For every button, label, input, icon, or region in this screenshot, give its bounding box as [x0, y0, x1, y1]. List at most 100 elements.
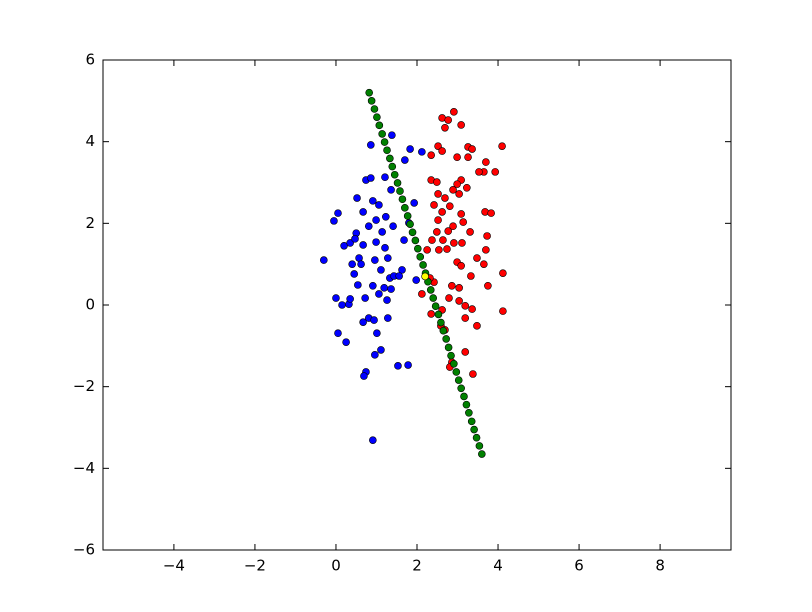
scatter-point	[457, 121, 465, 129]
scatter-point	[375, 290, 383, 298]
scatter-point	[463, 184, 471, 192]
scatter-point	[455, 284, 463, 292]
scatter-point	[427, 151, 435, 159]
scatter-point	[461, 314, 470, 322]
scatter-point	[444, 116, 452, 124]
scatter-point	[401, 204, 409, 212]
scatter-point	[398, 195, 407, 204]
scatter-point	[381, 173, 389, 181]
scatter-point	[332, 294, 340, 302]
scatter-point	[475, 442, 484, 450]
scatter-point	[448, 282, 456, 290]
scatter-point	[461, 302, 470, 310]
scatter-point	[429, 294, 438, 302]
scatter-point	[438, 208, 446, 216]
x-tick-label: 2	[412, 557, 422, 575]
scatter-point	[348, 260, 356, 268]
scatter-point	[423, 246, 431, 254]
x-tick-label: −4	[163, 557, 185, 575]
scatter-point	[406, 220, 414, 228]
scatter-point	[439, 236, 447, 244]
scatter-point	[450, 108, 458, 116]
scatter-point	[373, 113, 381, 121]
scatter-point	[346, 239, 354, 247]
scatter-point	[387, 285, 395, 293]
scatter-point	[468, 305, 476, 313]
scatter-point	[370, 105, 379, 113]
scatter-point	[394, 362, 402, 370]
scatter-point	[357, 260, 365, 268]
scatter-point	[468, 145, 476, 153]
scatter-point	[369, 436, 377, 444]
scatter-point	[433, 228, 441, 236]
scatter-point	[330, 217, 338, 225]
scatter-point	[470, 425, 478, 434]
scatter-point	[459, 218, 467, 226]
scatter-point	[441, 123, 449, 132]
scatter-point	[466, 228, 474, 236]
scatter-point	[384, 314, 392, 322]
scatter-point	[458, 239, 466, 247]
y-tick-label: −2	[73, 377, 95, 395]
scatter-point	[481, 208, 489, 216]
x-tick-label: 8	[655, 557, 665, 575]
scatter-point	[444, 227, 452, 235]
scatter-point	[428, 236, 436, 244]
scatter-point	[438, 147, 446, 155]
scatter-point	[371, 256, 379, 264]
scatter-point	[462, 400, 471, 409]
scatter-point	[360, 372, 368, 380]
scatter-point	[434, 216, 442, 224]
scatter-point	[498, 142, 506, 150]
scatter-point	[484, 282, 492, 290]
scatter-point	[457, 261, 465, 270]
scatter-point	[388, 162, 397, 171]
y-tick-label: −6	[73, 541, 95, 559]
x-tick-label: 6	[574, 557, 584, 575]
scatter-point	[342, 338, 350, 346]
y-tick-label: 2	[85, 214, 95, 232]
scatter-point	[446, 202, 454, 210]
scatter-point	[359, 318, 367, 326]
scatter-point	[482, 158, 490, 166]
scatter-point	[416, 253, 425, 261]
scatter-point	[453, 180, 461, 188]
scatter-point	[371, 351, 379, 359]
scatter-point	[450, 239, 458, 247]
scatter-point	[457, 384, 465, 393]
scatter-point	[404, 361, 412, 369]
scatter-point	[449, 222, 457, 230]
y-tick-label: 6	[85, 51, 95, 69]
scatter-point	[482, 246, 490, 254]
scatter-point	[377, 266, 385, 274]
scatter-point	[465, 408, 473, 417]
scatter-point	[447, 351, 455, 360]
scatter-point	[367, 141, 375, 149]
scatter-point	[418, 290, 426, 298]
scatter-point	[346, 295, 354, 303]
scatter-point	[334, 209, 342, 217]
scatter-point	[353, 194, 361, 202]
scatter-point	[478, 450, 486, 458]
scatter-point	[439, 326, 448, 335]
scatter-point	[461, 348, 470, 356]
scatter-point	[419, 261, 427, 269]
scatter-point	[445, 294, 453, 302]
scatter-point	[444, 343, 453, 352]
scatter-point	[334, 329, 342, 337]
scatter-point	[464, 153, 472, 161]
scatter-point	[378, 228, 386, 236]
scatter-point	[449, 186, 457, 194]
scatter-point	[377, 346, 385, 354]
scatter-point	[453, 153, 461, 161]
y-tick-label: 0	[85, 296, 95, 314]
scatter-point	[364, 222, 373, 230]
scatter-point	[383, 296, 391, 304]
scatter-point	[340, 241, 348, 250]
x-tick-label: 4	[493, 557, 503, 575]
y-tick-label: 4	[85, 132, 95, 150]
scatter-point	[480, 260, 488, 268]
scatter-point	[369, 282, 377, 290]
